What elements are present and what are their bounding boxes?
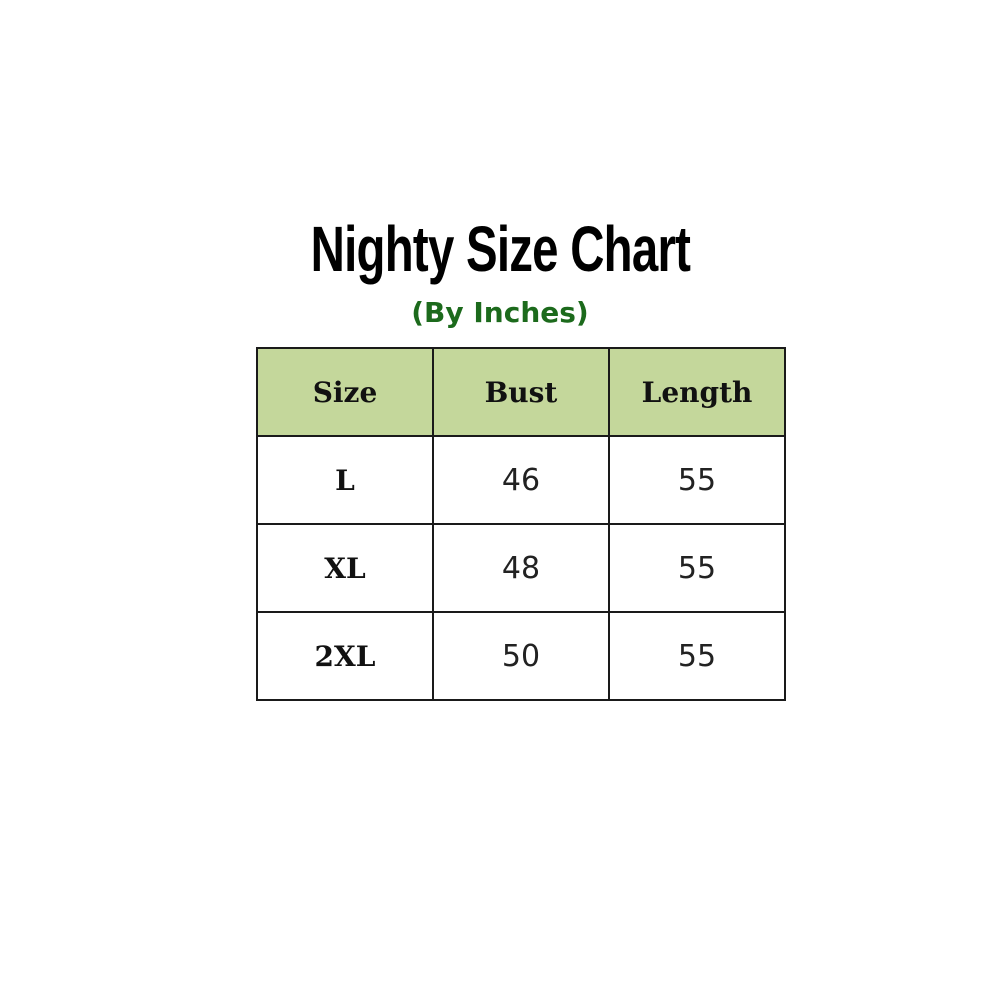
- table-row: 2XL 50 55: [256, 611, 786, 701]
- cell-length: 55: [608, 611, 786, 701]
- cell-size: L: [256, 435, 434, 525]
- header-size: Size: [256, 347, 434, 437]
- table-row: L 46 55: [256, 435, 786, 525]
- cell-size: 2XL: [256, 611, 434, 701]
- size-chart-table: Size Bust Length L 46 55 XL 48 55 2XL 50…: [256, 347, 786, 701]
- cell-bust: 48: [432, 523, 610, 613]
- cell-bust: 46: [432, 435, 610, 525]
- table-header-row: Size Bust Length: [256, 347, 786, 437]
- header-bust: Bust: [432, 347, 610, 437]
- cell-length: 55: [608, 523, 786, 613]
- cell-length: 55: [608, 435, 786, 525]
- page-title: Nighty Size Chart: [0, 212, 1000, 286]
- subtitle: (By Inches): [411, 296, 589, 329]
- cell-bust: 50: [432, 611, 610, 701]
- cell-size: XL: [256, 523, 434, 613]
- table-row: XL 48 55: [256, 523, 786, 613]
- header-length: Length: [608, 347, 786, 437]
- title-text: Nighty Size Chart: [310, 213, 690, 285]
